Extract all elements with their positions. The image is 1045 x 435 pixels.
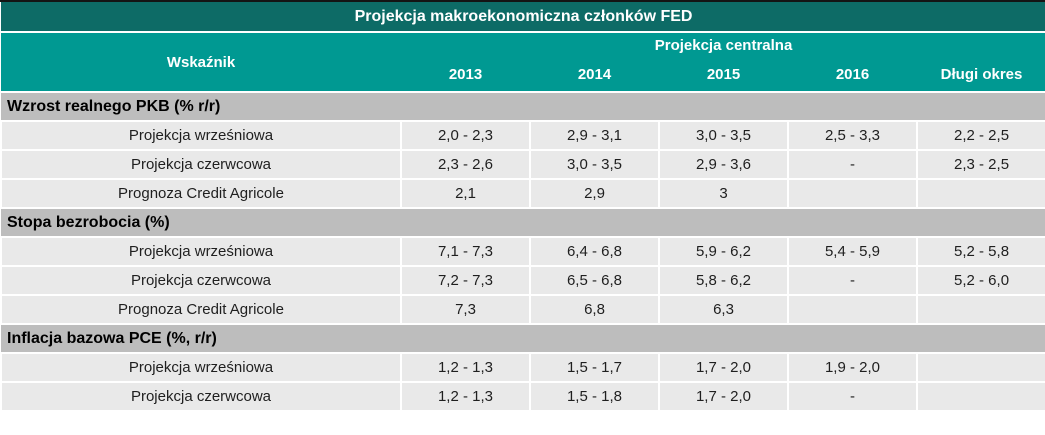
table-row: Projekcja czerwcowa 2,3 - 2,6 3,0 - 3,5 … <box>0 149 1045 180</box>
cell-value: 2,2 - 2,5 <box>915 120 1045 151</box>
cell-value: 6,4 - 6,8 <box>529 236 660 267</box>
cell-value: 2,9 - 3,6 <box>658 149 789 180</box>
cell-value: 1,7 - 2,0 <box>658 352 789 383</box>
row-label: Projekcja czerwcowa <box>0 149 402 180</box>
cell-value: 7,3 <box>400 294 531 325</box>
cell-value: - <box>787 381 918 412</box>
cell-value: 1,5 - 1,7 <box>529 352 660 383</box>
table-row: Prognoza Credit Agricole 7,3 6,8 6,3 <box>0 294 1045 325</box>
row-label: Projekcja wrześniowa <box>0 236 402 267</box>
cell-value: 2,5 - 3,3 <box>787 120 918 151</box>
cell-value <box>915 178 1045 209</box>
cell-value: 6,8 <box>529 294 660 325</box>
row-label: Prognoza Credit Agricole <box>0 294 402 325</box>
table-title: Projekcja makroekonomiczna członków FED <box>1 2 1045 33</box>
cell-value: 1,2 - 1,3 <box>400 352 531 383</box>
row-label: Projekcja czerwcowa <box>0 381 402 412</box>
section-header-unemployment: Stopa bezrobocia (%) <box>1 207 1045 238</box>
year-column-header-2016: 2016 <box>788 58 917 93</box>
cell-value: 5,2 - 5,8 <box>915 236 1045 267</box>
cell-value: 1,2 - 1,3 <box>400 381 531 412</box>
cell-value: - <box>787 265 918 296</box>
cell-value: 2,9 <box>529 178 660 209</box>
cell-value: 3 <box>658 178 789 209</box>
cell-value: 6,3 <box>658 294 789 325</box>
section-header-core-pce: Inflacja bazowa PCE (%, r/r) <box>1 323 1045 354</box>
cell-value: 1,9 - 2,0 <box>787 352 918 383</box>
table-row: Projekcja wrześniowa 7,1 - 7,3 6,4 - 6,8… <box>0 236 1045 267</box>
row-label: Projekcja czerwcowa <box>0 265 402 296</box>
fed-projection-table: Projekcja makroekonomiczna członków FED … <box>0 2 1045 412</box>
column-group-header: Projekcja centralna <box>401 32 1045 58</box>
cell-value: 5,8 - 6,2 <box>658 265 789 296</box>
year-column-header-long-run: Długi okres <box>917 58 1045 93</box>
cell-value: 1,7 - 2,0 <box>658 381 789 412</box>
table-row: Projekcja wrześniowa 1,2 - 1,3 1,5 - 1,7… <box>0 352 1045 383</box>
section-header-gdp: Wzrost realnego PKB (% r/r) <box>1 91 1045 122</box>
cell-value <box>915 294 1045 325</box>
cell-value <box>915 381 1045 412</box>
cell-value: 5,9 - 6,2 <box>658 236 789 267</box>
cell-value: 2,3 - 2,5 <box>915 149 1045 180</box>
cell-value <box>787 178 918 209</box>
cell-value: 1,5 - 1,8 <box>529 381 660 412</box>
cell-value: 5,2 - 6,0 <box>915 265 1045 296</box>
cell-value: 2,1 <box>400 178 531 209</box>
cell-value: 6,5 - 6,8 <box>529 265 660 296</box>
year-column-header-2013: 2013 <box>401 58 530 93</box>
cell-value: 2,9 - 3,1 <box>529 120 660 151</box>
cell-value: - <box>787 149 918 180</box>
cell-value: 7,2 - 7,3 <box>400 265 531 296</box>
row-label: Projekcja wrześniowa <box>0 352 402 383</box>
cell-value <box>787 294 918 325</box>
cell-value: 3,0 - 3,5 <box>658 120 789 151</box>
cell-value: 7,1 - 7,3 <box>400 236 531 267</box>
row-label: Projekcja wrześniowa <box>0 120 402 151</box>
row-label: Prognoza Credit Agricole <box>0 178 402 209</box>
table-row: Projekcja czerwcowa 7,2 - 7,3 6,5 - 6,8 … <box>0 265 1045 296</box>
cell-value: 3,0 - 3,5 <box>529 149 660 180</box>
table-row: Prognoza Credit Agricole 2,1 2,9 3 <box>0 178 1045 209</box>
cell-value: 2,0 - 2,3 <box>400 120 531 151</box>
year-column-header-2015: 2015 <box>659 58 788 93</box>
cell-value <box>915 352 1045 383</box>
table-row: Projekcja wrześniowa 2,0 - 2,3 2,9 - 3,1… <box>0 120 1045 151</box>
table-row: Projekcja czerwcowa 1,2 - 1,3 1,5 - 1,8 … <box>0 381 1045 412</box>
year-column-header-2014: 2014 <box>530 58 659 93</box>
column-header-indicator: Wskaźnik <box>1 32 401 92</box>
cell-value: 2,3 - 2,6 <box>400 149 531 180</box>
cell-value: 5,4 - 5,9 <box>787 236 918 267</box>
